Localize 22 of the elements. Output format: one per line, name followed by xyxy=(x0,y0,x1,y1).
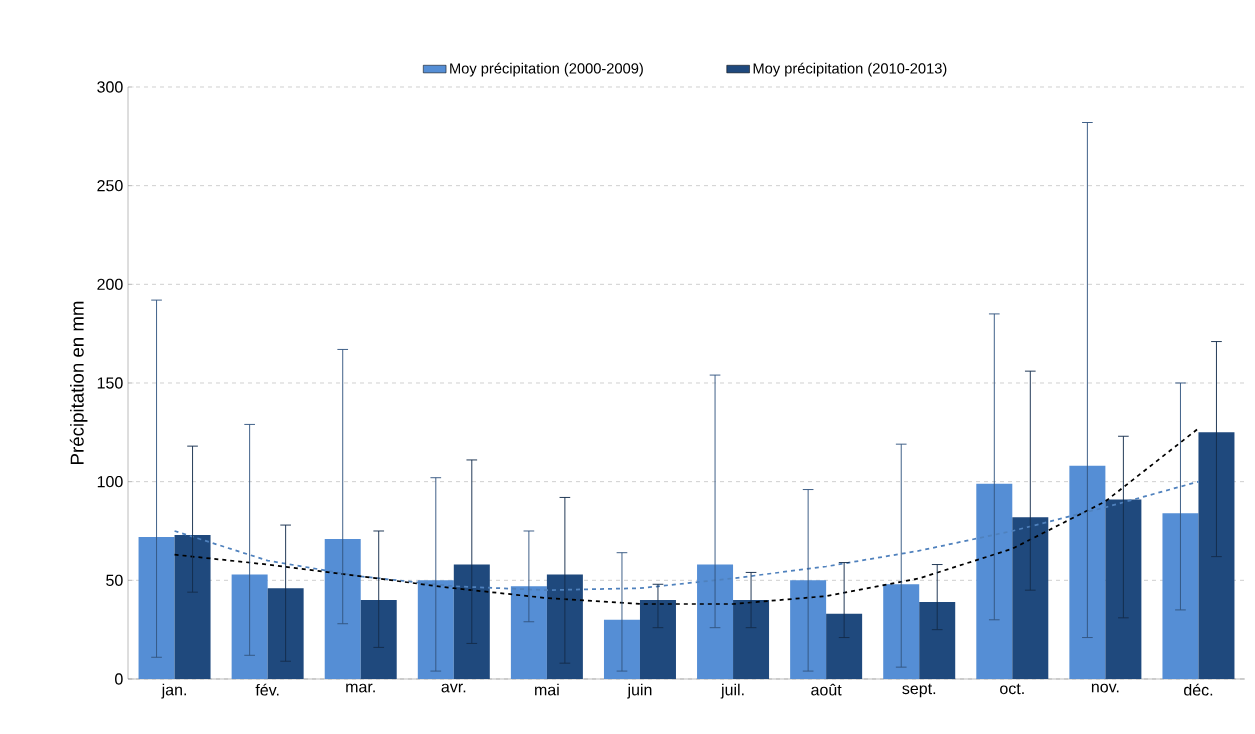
x-tick-label: juil. xyxy=(720,683,744,699)
x-tick-label: mar. xyxy=(346,683,375,693)
x-tick-label: nov. xyxy=(1091,683,1119,693)
y-tick-label: 100 xyxy=(97,475,123,488)
x-tick-label: sept. xyxy=(902,683,936,698)
x-tick-label: août xyxy=(811,683,842,696)
x-tick-label: fév. xyxy=(255,683,279,696)
x-tick-label: avr. xyxy=(441,683,466,693)
x-tick-label: juin xyxy=(627,683,652,699)
y-axis-title: Précipitation en mm xyxy=(69,301,88,464)
y-tick-label: 200 xyxy=(97,278,123,290)
y-tick-label: 0 xyxy=(115,673,123,685)
y-tick-label: 150 xyxy=(97,377,123,389)
x-tick-label: jan. xyxy=(161,683,186,699)
x-tick-label: déc. xyxy=(1184,683,1213,696)
y-tick-label: 300 xyxy=(97,81,123,93)
x-tick-label: oct. xyxy=(1000,683,1024,695)
legend-label: Moy précipitation (2000-2009) xyxy=(450,62,643,77)
y-tick-label: 250 xyxy=(97,180,123,192)
y-tick-label: 50 xyxy=(106,574,123,586)
x-tick-label: mai xyxy=(535,683,559,696)
legend-label: Moy précipitation (2010-2013) xyxy=(753,62,947,77)
